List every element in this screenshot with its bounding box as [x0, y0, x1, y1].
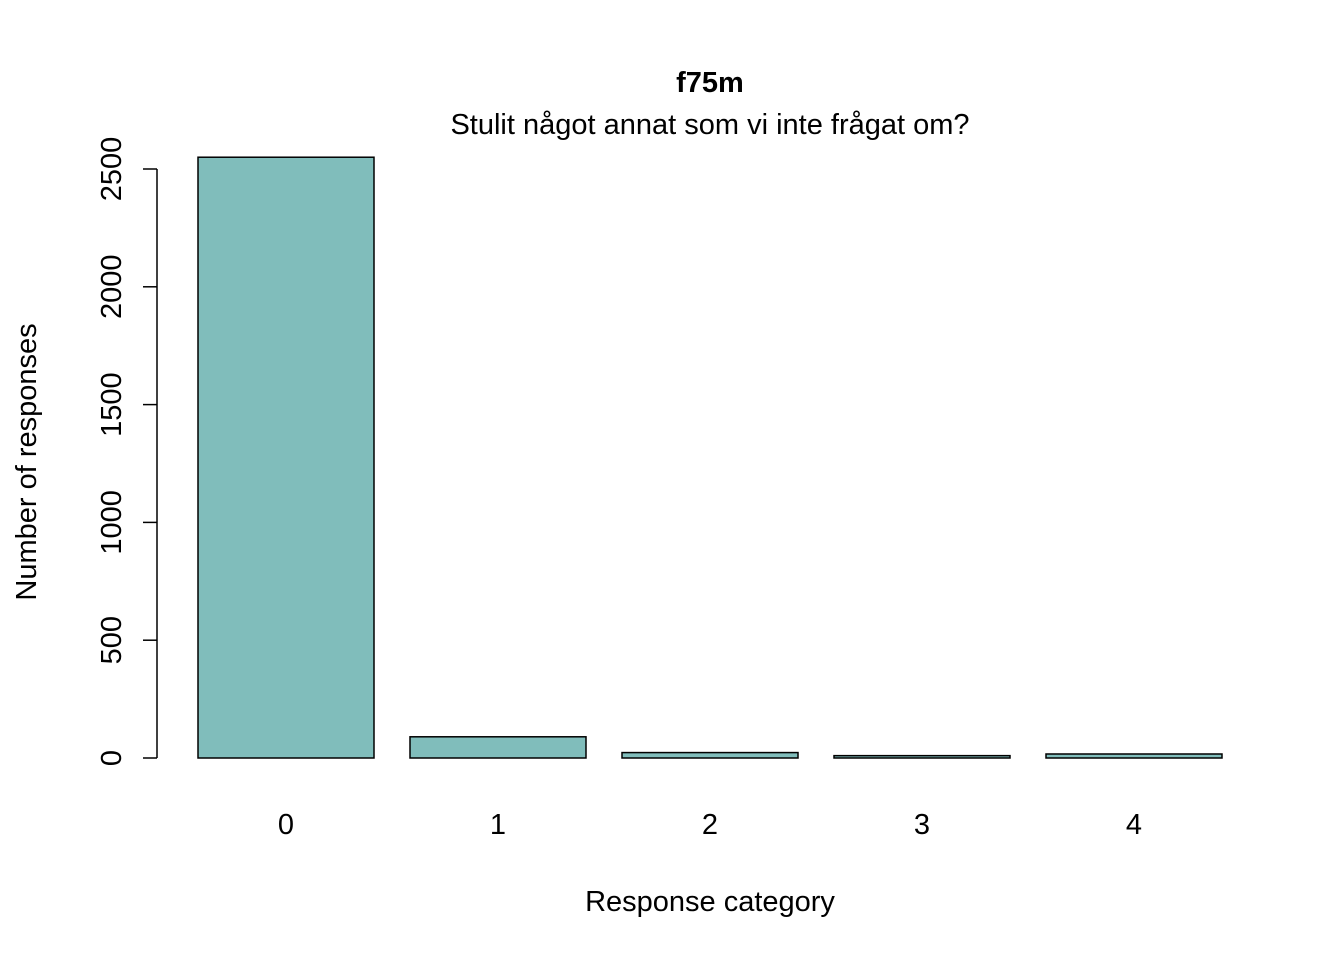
- y-tick-label: 500: [96, 616, 128, 664]
- x-tick-label: 4: [1126, 809, 1142, 841]
- chart-subtitle: Stulit något annat som vi inte frågat om…: [450, 109, 969, 141]
- x-tick-label: 3: [914, 809, 930, 841]
- bar-2: [621, 751, 799, 759]
- y-axis-label: Number of responses: [11, 323, 43, 600]
- y-tick-label: 1500: [96, 372, 128, 437]
- bars-group: [197, 156, 1223, 759]
- bar-3: [833, 754, 1011, 759]
- y-tick-label: 0: [96, 750, 128, 766]
- bar-0: [197, 156, 375, 759]
- y-axis: 0 500 1000 1500 2000 2500: [96, 137, 158, 766]
- y-tick-label: 2000: [96, 255, 128, 320]
- x-axis-label: Response category: [585, 886, 835, 918]
- chart-title: f75m: [676, 67, 744, 99]
- bar-1: [409, 736, 587, 759]
- x-tick-label: 2: [702, 809, 718, 841]
- bar-4: [1045, 753, 1223, 759]
- x-tick-label: 1: [490, 809, 506, 841]
- x-tick-label: 0: [278, 809, 294, 841]
- y-tick-label: 2500: [96, 137, 128, 202]
- x-tick-labels: 0 1 2 3 4: [278, 809, 1142, 841]
- y-tick-label: 1000: [96, 490, 128, 555]
